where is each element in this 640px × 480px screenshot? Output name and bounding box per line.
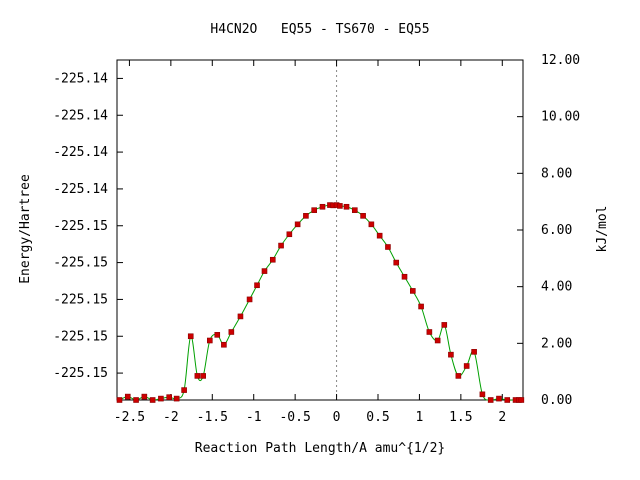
y-tick-label: -225.15 bbox=[53, 366, 108, 381]
y-tick-label: -225.14 bbox=[53, 145, 108, 160]
data-point bbox=[158, 395, 164, 402]
data-point bbox=[426, 329, 433, 335]
y2-axis-label: kJ/mol bbox=[595, 206, 610, 253]
data-point bbox=[319, 203, 326, 210]
y2-tick-label: 6.00 bbox=[541, 223, 572, 238]
data-point bbox=[518, 397, 525, 403]
data-point bbox=[116, 397, 123, 403]
data-point bbox=[173, 395, 180, 402]
x-tick-label: 1 bbox=[416, 410, 424, 425]
data-point bbox=[294, 221, 301, 228]
data-point bbox=[434, 337, 441, 344]
data-point bbox=[463, 363, 470, 369]
data-point bbox=[278, 242, 284, 249]
data-point bbox=[187, 333, 194, 340]
x-tick-label: 0 bbox=[333, 410, 341, 425]
data-point bbox=[471, 349, 477, 355]
data-point bbox=[207, 337, 213, 344]
data-point bbox=[228, 329, 235, 335]
data-point bbox=[194, 373, 201, 379]
x-tick-label: -0.5 bbox=[279, 410, 310, 425]
data-point bbox=[181, 387, 187, 393]
data-point bbox=[133, 397, 139, 403]
y-tick-label: -225.15 bbox=[53, 219, 108, 234]
data-point bbox=[487, 397, 494, 403]
data-point bbox=[254, 282, 260, 289]
data-point bbox=[200, 373, 206, 379]
data-point bbox=[401, 273, 408, 280]
y2-tick-label: 0.00 bbox=[541, 393, 572, 408]
data-point bbox=[455, 373, 462, 379]
data-point bbox=[504, 397, 511, 403]
x-axis-label: Reaction Path Length/A amu^{1/2} bbox=[195, 441, 445, 456]
x-tick-label: -2 bbox=[163, 410, 179, 425]
data-point bbox=[246, 296, 253, 303]
y2-tick-label: 10.00 bbox=[541, 110, 580, 125]
data-point bbox=[261, 268, 268, 274]
y2-tick-label: 2.00 bbox=[541, 336, 572, 351]
data-point bbox=[286, 231, 293, 238]
x-tick-label: 0.5 bbox=[366, 410, 389, 425]
energy-curve bbox=[119, 204, 522, 401]
data-point bbox=[376, 232, 383, 239]
data-point bbox=[237, 313, 244, 320]
data-point bbox=[343, 203, 350, 210]
data-point bbox=[360, 213, 366, 219]
y2-tick-label: 8.00 bbox=[541, 166, 572, 181]
data-point bbox=[311, 207, 318, 213]
y-tick-label: -225.15 bbox=[53, 329, 108, 344]
y-tick-label: -225.14 bbox=[53, 71, 108, 86]
x-tick-label: -2.5 bbox=[114, 410, 145, 425]
chart-title: H4CN2O EQ55 - TS670 - EQ55 bbox=[210, 22, 429, 37]
data-point bbox=[214, 332, 221, 338]
data-point bbox=[269, 256, 276, 263]
data-point bbox=[141, 393, 148, 400]
y-tick-label: -225.15 bbox=[53, 292, 108, 307]
data-point bbox=[303, 213, 309, 219]
data-point bbox=[479, 391, 486, 398]
x-tick-label: 1.5 bbox=[449, 410, 472, 425]
data-point bbox=[385, 244, 391, 250]
y-tick-label: -225.15 bbox=[53, 256, 108, 271]
data-point bbox=[393, 259, 400, 266]
y-tick-label: -225.14 bbox=[53, 182, 108, 197]
data-point bbox=[441, 322, 448, 328]
x-tick-label: -1 bbox=[246, 410, 262, 425]
data-point bbox=[221, 341, 227, 348]
x-tick-label: -1.5 bbox=[197, 410, 228, 425]
data-point bbox=[448, 351, 454, 358]
data-point bbox=[166, 394, 172, 400]
data-point bbox=[368, 221, 375, 228]
y-tick-label: -225.14 bbox=[53, 108, 108, 123]
data-point bbox=[496, 395, 502, 402]
x-tick-label: 2 bbox=[498, 410, 506, 425]
data-point bbox=[351, 207, 358, 213]
y-axis-label: Energy/Hartree bbox=[18, 174, 33, 284]
data-point bbox=[149, 397, 156, 403]
data-point bbox=[337, 203, 343, 209]
data-point bbox=[418, 303, 424, 310]
y2-tick-label: 4.00 bbox=[541, 280, 572, 295]
plot-frame bbox=[116, 59, 524, 401]
data-point bbox=[409, 288, 416, 294]
data-point bbox=[124, 393, 131, 400]
y2-tick-label: 12.00 bbox=[541, 53, 580, 68]
